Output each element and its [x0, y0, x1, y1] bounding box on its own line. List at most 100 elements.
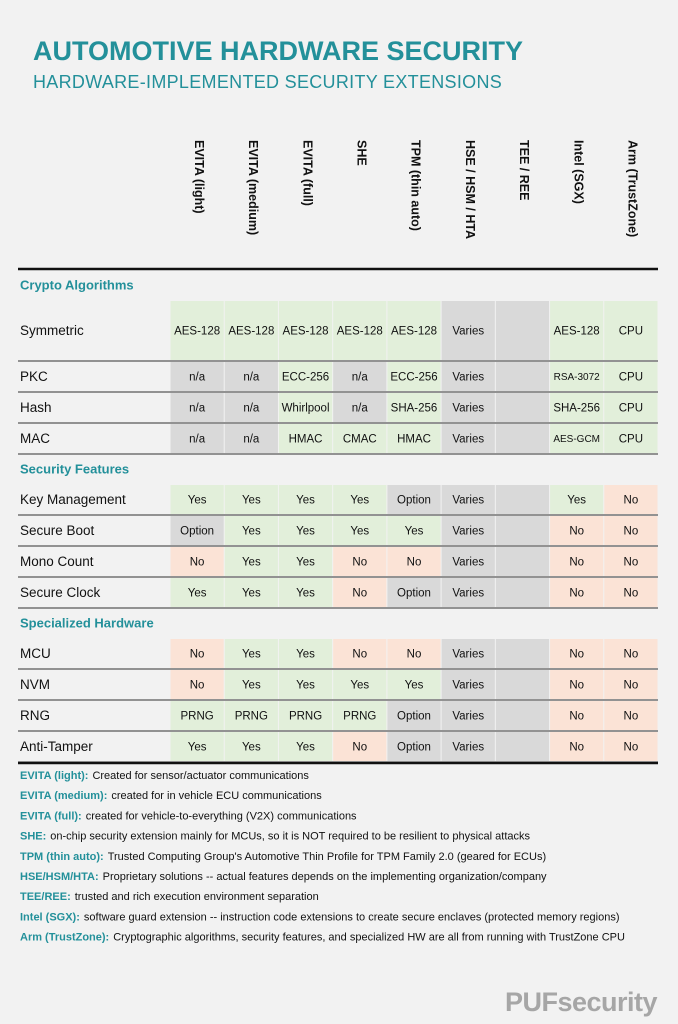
cell-value: HMAC — [397, 434, 431, 446]
note-term: EVITA (light): — [20, 770, 88, 782]
row-label: MAC — [20, 431, 50, 446]
cell-fill — [441, 362, 495, 391]
cell-fill — [224, 301, 278, 360]
cell-fill — [333, 424, 387, 453]
column-header: TPM (thin auto) — [409, 140, 423, 231]
note-text: Trusted Computing Group's Automotive Thi… — [108, 851, 546, 863]
note-term: SHE: — [20, 831, 46, 843]
cell-fill — [278, 547, 333, 576]
cell-value: No — [190, 680, 205, 692]
cell-fill — [604, 701, 658, 730]
section-title: Security Features — [20, 461, 129, 476]
note-text: Proprietary solutions -- actual features… — [103, 871, 547, 883]
cell-fill — [170, 485, 224, 514]
cell-value: n/a — [189, 372, 206, 384]
note-term: EVITA (full): — [20, 810, 82, 822]
cell-value: No — [352, 742, 367, 754]
row-label: Secure Boot — [20, 523, 95, 538]
cell-value: Option — [397, 588, 431, 600]
row-label: Anti-Tamper — [20, 739, 93, 754]
note: TPM (thin auto): Trusted Computing Group'… — [20, 851, 546, 863]
cell-fill — [604, 578, 658, 607]
cell-fill — [387, 516, 441, 545]
cell-fill — [550, 547, 604, 576]
cell-fill — [550, 516, 604, 545]
cell-fill — [333, 670, 387, 699]
cell-fill — [550, 393, 604, 422]
cell-fill — [441, 670, 495, 699]
note-text: Created for sensor/actuator communicatio… — [92, 770, 309, 782]
cell-value: Varies — [452, 495, 484, 507]
cell-value: Varies — [452, 434, 484, 446]
cell-value: CPU — [619, 326, 643, 338]
cell-value: n/a — [243, 434, 260, 446]
cell-value: Yes — [296, 495, 315, 507]
cell-fill — [333, 701, 387, 730]
row-label: Mono Count — [20, 554, 94, 569]
cell-value: No — [569, 557, 584, 569]
cell-value: Varies — [452, 557, 484, 569]
cell-fill — [170, 670, 224, 699]
cell-value: SHA-256 — [553, 403, 600, 415]
row-label: Hash — [20, 400, 52, 415]
cell-fill — [333, 362, 387, 391]
cell-fill — [604, 639, 658, 668]
cell-fill — [278, 516, 333, 545]
cell-fill — [604, 732, 658, 761]
cell-fill — [224, 424, 278, 453]
cell-fill — [550, 424, 604, 453]
cell-fill — [550, 578, 604, 607]
cell-fill — [387, 578, 441, 607]
cell-value: No — [569, 526, 584, 538]
cell-fill — [387, 301, 441, 360]
note-term: HSE/HSM/HTA: — [20, 871, 99, 883]
cell-fill — [495, 670, 550, 699]
cell-fill — [495, 732, 550, 761]
cell-fill — [550, 362, 604, 391]
cell-value: No — [190, 557, 205, 569]
cell-value: Yes — [296, 649, 315, 661]
cell-value: Yes — [350, 526, 369, 538]
cell-fill — [387, 701, 441, 730]
cell-fill — [495, 393, 550, 422]
cell-fill — [224, 362, 278, 391]
column-header: HSE / HSM / HTA — [463, 140, 477, 239]
note-text: on-chip security extension mainly for MC… — [50, 831, 530, 843]
cell-fill — [224, 393, 278, 422]
cell-fill — [170, 547, 224, 576]
cell-fill — [170, 516, 224, 545]
cell-fill — [604, 485, 658, 514]
cell-fill — [224, 485, 278, 514]
cell-value: Yes — [296, 588, 315, 600]
cell-fill — [604, 547, 658, 576]
cell-value: AES-GCM — [553, 434, 600, 445]
cell-value: n/a — [243, 372, 260, 384]
cell-fill — [441, 516, 495, 545]
cell-value: CPU — [619, 403, 643, 415]
cell-value: Yes — [350, 680, 369, 692]
cell-fill — [550, 485, 604, 514]
row-label: Key Management — [20, 492, 126, 507]
row-label: MCU — [20, 646, 51, 661]
cell-value: Yes — [188, 742, 207, 754]
cell-fill — [333, 516, 387, 545]
note-text: Cryptographic algorithms, security featu… — [113, 932, 625, 944]
cell-fill — [441, 301, 495, 360]
cell-value: Yes — [188, 588, 207, 600]
cell-fill — [441, 485, 495, 514]
cell-fill — [387, 362, 441, 391]
cell-fill — [387, 639, 441, 668]
cell-value: PRNG — [235, 711, 268, 723]
cell-fill — [441, 732, 495, 761]
note: HSE/HSM/HTA: Proprietary solutions -- act… — [20, 871, 547, 883]
cell-value: Varies — [452, 680, 484, 692]
cell-fill — [550, 670, 604, 699]
cell-value: Yes — [405, 680, 424, 692]
cell-value: CPU — [619, 434, 643, 446]
cell-value: AES-128 — [228, 326, 274, 338]
cell-fill — [550, 701, 604, 730]
logo: PUFsecurity — [505, 987, 658, 1017]
cell-value: No — [352, 649, 367, 661]
cell-value: Varies — [452, 372, 484, 384]
cell-fill — [224, 516, 278, 545]
